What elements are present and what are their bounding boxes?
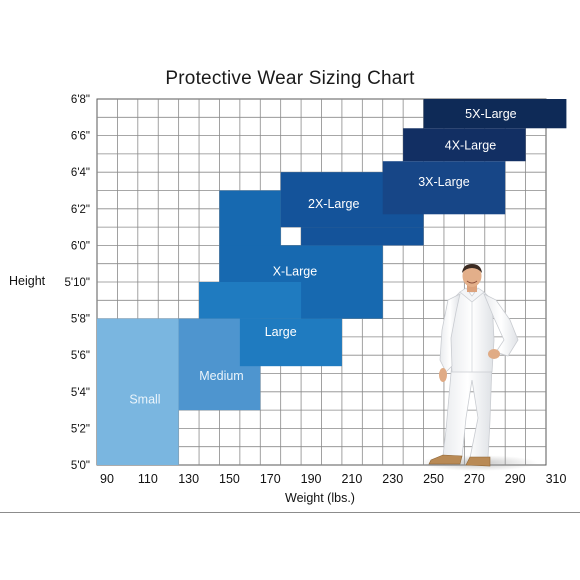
size-label-5x-large: 5X-Large [465,107,516,121]
x-tick-label: 110 [138,472,158,486]
y-tick-label: 6'0" [71,240,90,252]
x-tick-label: 130 [178,472,199,486]
size-label-medium: Medium [199,369,243,383]
x-tick-label: 290 [505,472,526,486]
x-tick-label: 190 [301,472,322,486]
y-tick-label: 5'10" [65,277,90,289]
x-axis-label: Weight (lbs.) [285,491,355,505]
size-region-x-large [219,245,383,282]
size-region-x-large [301,282,383,319]
y-tick-label: 6'6" [71,131,90,143]
y-tick-label: 6'4" [71,167,90,179]
size-label-2x-large: 2X-Large [308,197,359,211]
size-regions [97,99,567,465]
y-tick-label: 6'2" [71,204,90,216]
x-tick-label: 210 [341,472,362,486]
size-region-2x-large [301,227,424,246]
x-tick-label: 270 [464,472,485,486]
y-tick-label: 5'0" [71,460,90,472]
size-label-x-large: X-Large [273,265,318,279]
size-region-small [97,318,179,465]
y-tick-label: 6'8" [71,94,90,106]
y-tick-label: 5'6" [71,350,90,362]
size-label-small: Small [129,393,160,407]
size-labels: Small Medium Large X-Large 2X-Large 3X-Large 4… [129,107,516,406]
x-tick-label: 170 [260,472,281,486]
size-region-large [239,318,342,367]
y-tick-label: 5'2" [71,423,90,435]
x-tick-label: 230 [382,472,403,486]
size-label-3x-large: 3X-Large [418,175,469,189]
x-tick-label: 150 [219,472,240,486]
size-label-large: Large [265,325,297,339]
x-tick-label: 250 [423,472,444,486]
x-tick-label: 310 [546,472,567,486]
floor-line [0,512,580,513]
size-region-4x-large [403,128,526,162]
y-axis-label: Height [9,274,46,288]
size-region-5x-large [423,99,567,129]
y-tick-label: 5'8" [71,314,90,326]
size-label-4x-large: 4X-Large [445,138,496,152]
size-region-3x-large [382,161,506,215]
x-axis-ticks: 90 110 130 150 170 190 210 230 250 270 290 310 [100,472,566,486]
y-tick-label: 5'4" [71,387,90,399]
x-tick-label: 90 [100,472,114,486]
y-axis-ticks: 5'0" 5'2" 5'4" 5'6" 5'8" 5'10" 6'0" 6'2" 6'4" 6'6… [65,94,90,472]
chart-title: Protective Wear Sizing Chart [165,68,415,89]
